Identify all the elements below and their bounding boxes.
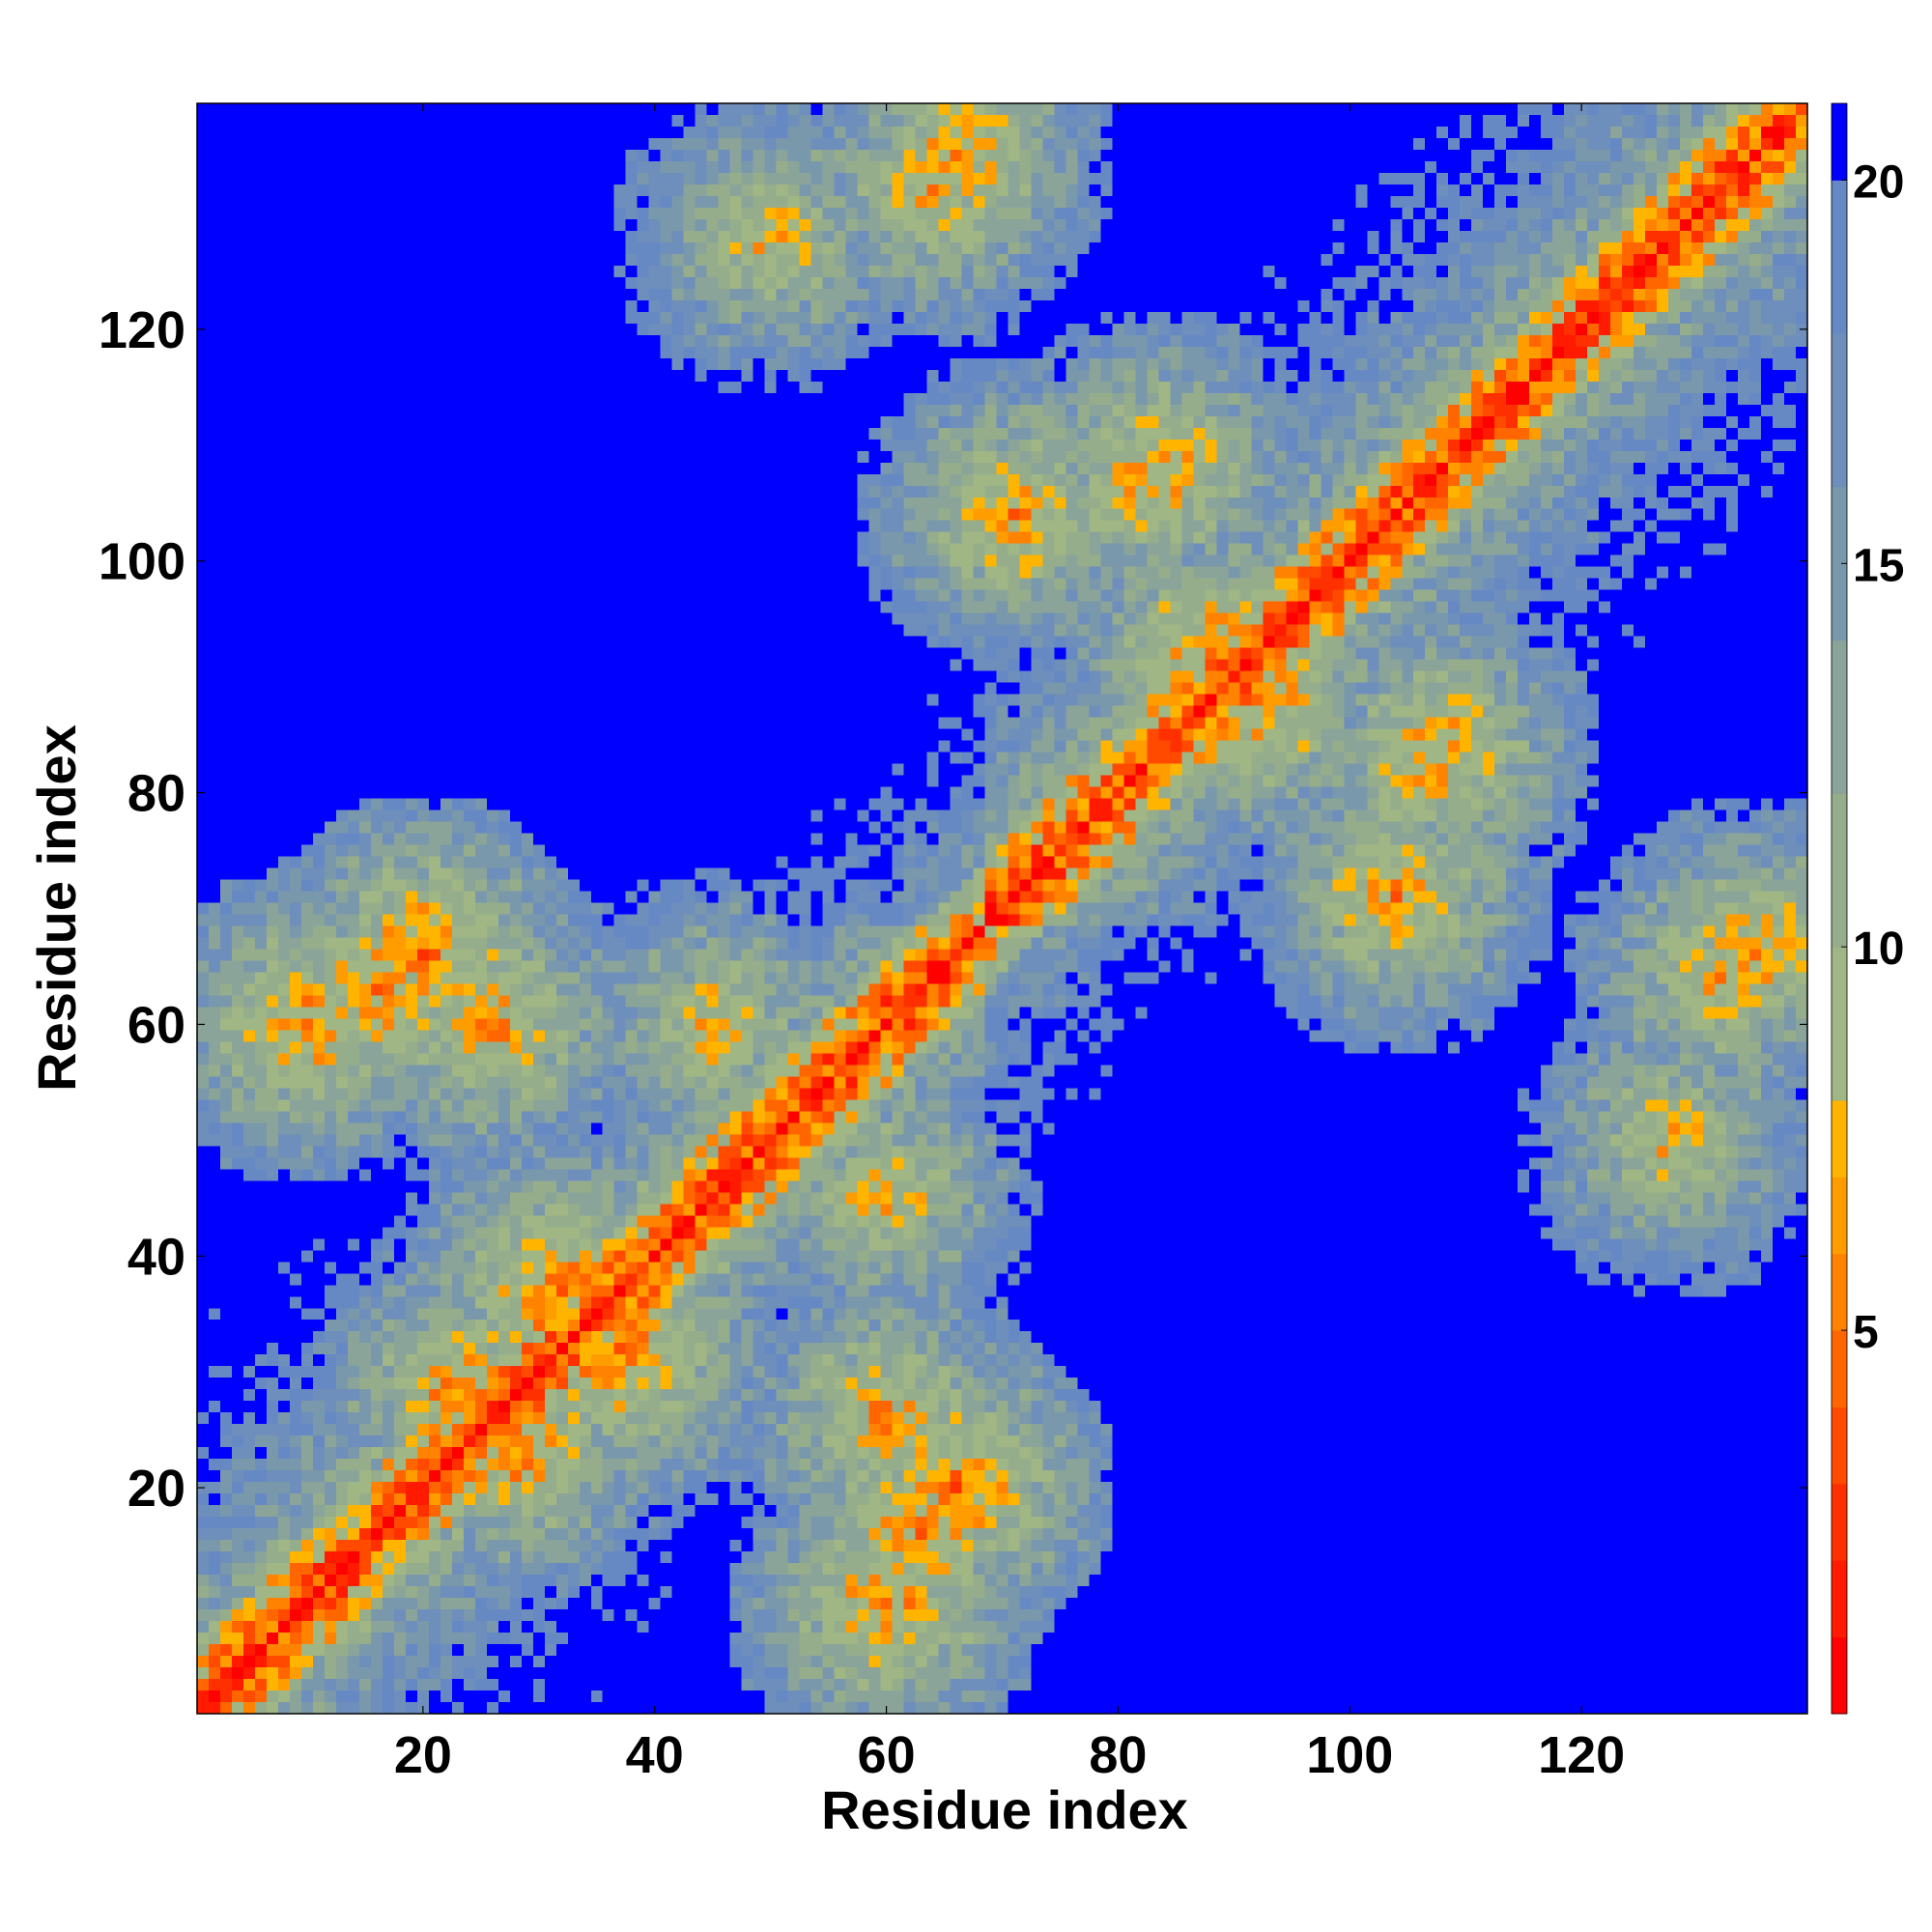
colorbar-level-swatch — [1832, 1099, 1847, 1178]
plot-frame — [196, 102, 1808, 1715]
x-axis-ticks: 20 40 60 80 100 120 — [394, 103, 1625, 1784]
colorbar-level-swatch — [1832, 180, 1847, 334]
colorbar-level-swatch — [1832, 1636, 1847, 1715]
y-tick-label: 100 — [99, 533, 185, 591]
colorbar-level-swatch — [1832, 1483, 1847, 1561]
x-tick-label: 40 — [626, 1726, 684, 1784]
colorbar-level-swatch — [1832, 639, 1847, 794]
y-tick-label: 20 — [128, 1460, 185, 1518]
colorbar-tick-label: 15 — [1853, 540, 1904, 591]
colorbar-level-swatch — [1832, 486, 1847, 641]
colorbar-level-swatch — [1832, 103, 1847, 181]
colorbar — [1831, 102, 1848, 1715]
colorbar-level-swatch — [1832, 947, 1847, 1101]
colorbar-level-swatch — [1832, 1560, 1847, 1638]
colorbar-tick-label: 5 — [1853, 1307, 1879, 1358]
y-tick-label: 120 — [99, 301, 185, 359]
y-tick-label: 60 — [128, 996, 185, 1054]
colorbar-frame — [1831, 102, 1848, 1715]
x-tick-label: 20 — [394, 1726, 452, 1784]
y-tick-label: 40 — [128, 1228, 185, 1286]
colorbar-level-swatch — [1832, 1406, 1847, 1485]
x-tick-label: 80 — [1089, 1726, 1147, 1784]
colorbar-level-swatch — [1832, 1177, 1847, 1255]
x-axis-label: Residue index — [821, 1779, 1188, 1840]
y-tick-label: 80 — [128, 765, 185, 823]
colorbar-level-swatch — [1832, 793, 1847, 948]
colorbar-level-swatch — [1832, 333, 1847, 488]
heatmap-plot-area — [197, 103, 1807, 1714]
colorbar-tick-label: 10 — [1853, 923, 1904, 975]
x-tick-label: 100 — [1306, 1726, 1393, 1784]
y-axis-label: Residue index — [26, 724, 87, 1092]
x-tick-label: 120 — [1538, 1726, 1625, 1784]
colorbar-level-swatch — [1832, 1253, 1847, 1331]
x-tick-label: 60 — [858, 1726, 916, 1784]
y-axis-ticks: 20 40 60 80 100 120 — [99, 301, 1807, 1518]
colorbar-level-swatch — [1832, 1330, 1847, 1407]
colorbar-tick-label: 20 — [1853, 156, 1904, 208]
colorbar-ticks: 5 10 15 20 — [1841, 156, 1904, 1358]
